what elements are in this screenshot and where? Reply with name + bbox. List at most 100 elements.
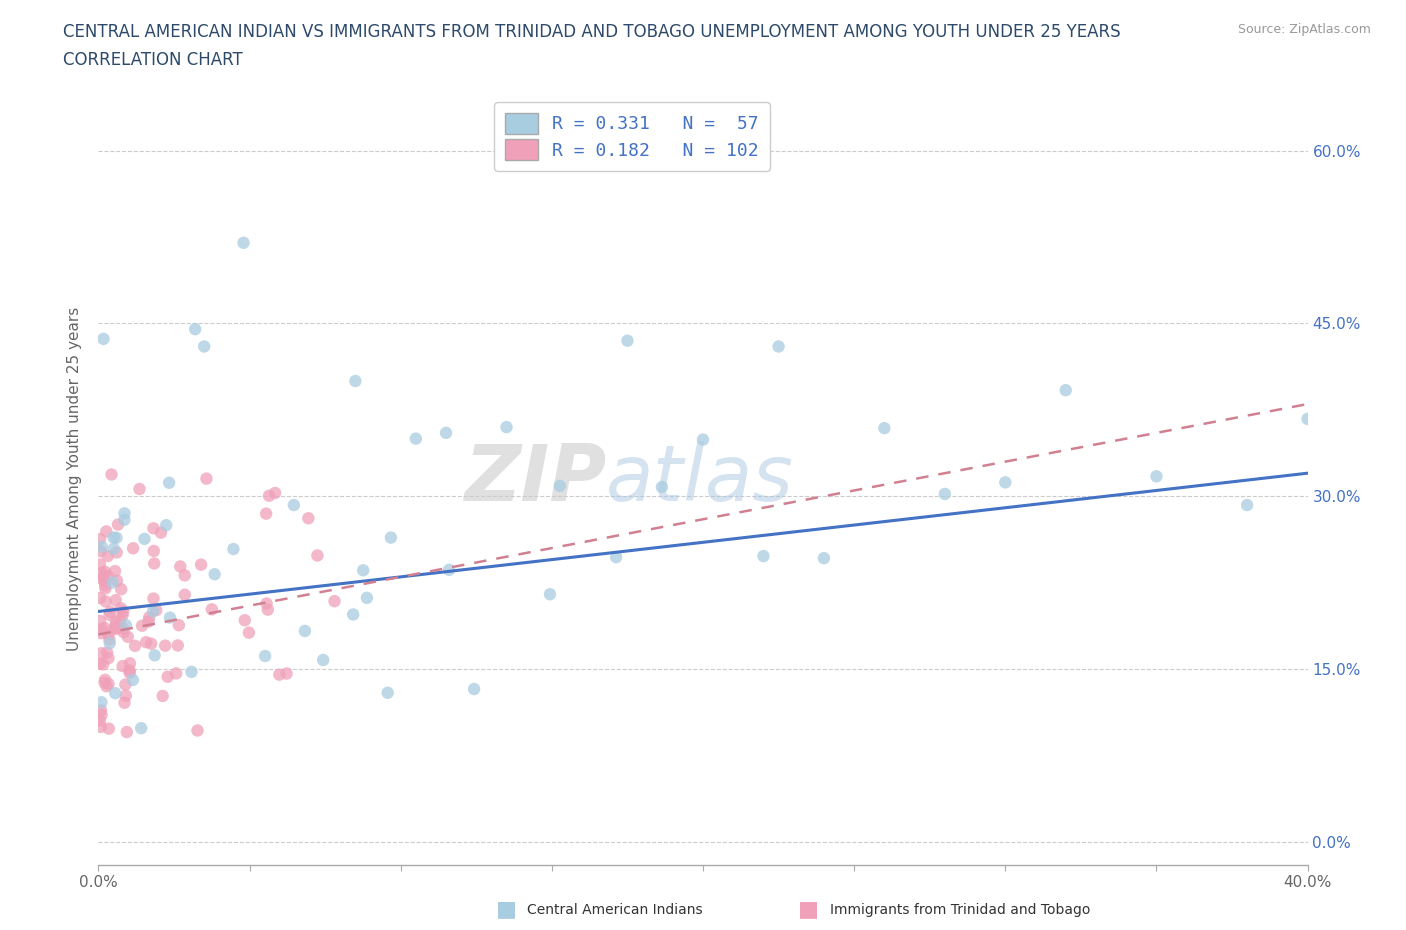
- Point: [294, 623, 316, 638]
- Point: [110, 582, 132, 597]
- Point: [222, 541, 245, 556]
- Point: [90, 695, 112, 710]
- Point: [114, 512, 136, 527]
- Point: [97, 549, 120, 564]
- Point: [934, 486, 956, 501]
- Point: [276, 666, 298, 681]
- Point: [143, 556, 166, 571]
- Point: [97, 627, 120, 642]
- Point: [93, 675, 115, 690]
- Point: [813, 551, 835, 565]
- Point: [98, 604, 121, 619]
- Point: [114, 677, 136, 692]
- Point: [437, 563, 460, 578]
- Point: [111, 658, 134, 673]
- Point: [233, 613, 256, 628]
- Point: [142, 604, 165, 618]
- Point: [89, 532, 111, 547]
- Point: [495, 419, 517, 434]
- Point: [193, 339, 215, 354]
- Point: [91, 539, 114, 554]
- Point: [692, 432, 714, 447]
- Point: [114, 688, 136, 703]
- Point: [380, 530, 402, 545]
- Point: [96, 645, 118, 660]
- Point: [104, 592, 127, 607]
- Point: [98, 636, 121, 651]
- Point: [157, 475, 180, 490]
- Point: [114, 696, 136, 711]
- Point: [90, 626, 112, 641]
- Point: [257, 488, 280, 503]
- Point: [118, 666, 141, 681]
- Point: [98, 632, 121, 647]
- Point: [166, 638, 188, 653]
- Point: [91, 565, 114, 580]
- Point: [131, 618, 153, 633]
- Point: [1236, 498, 1258, 512]
- Point: [149, 525, 172, 540]
- Point: [256, 602, 278, 617]
- Point: [90, 708, 112, 723]
- Point: [90, 703, 112, 718]
- Point: [105, 530, 128, 545]
- Point: [89, 657, 111, 671]
- Point: [605, 550, 627, 565]
- Point: [124, 638, 146, 653]
- Point: [90, 544, 112, 559]
- Point: [105, 573, 128, 588]
- Text: CORRELATION CHART: CORRELATION CHART: [63, 51, 243, 69]
- Point: [122, 672, 145, 687]
- Point: [89, 557, 111, 572]
- Point: [98, 607, 121, 622]
- Point: [101, 575, 124, 590]
- Point: [105, 621, 128, 636]
- Point: [752, 549, 775, 564]
- Point: [104, 618, 127, 633]
- Point: [111, 607, 134, 622]
- Text: ■: ■: [799, 899, 818, 920]
- Point: [114, 618, 136, 632]
- Point: [96, 524, 118, 538]
- Point: [112, 625, 135, 640]
- Point: [377, 685, 399, 700]
- Point: [173, 568, 195, 583]
- Point: [1054, 383, 1077, 398]
- Legend: R = 0.331   N =  57, R = 0.182   N = 102: R = 0.331 N = 57, R = 0.182 N = 102: [495, 102, 769, 171]
- Point: [94, 574, 117, 589]
- Point: [548, 478, 571, 493]
- Point: [873, 420, 896, 435]
- Point: [97, 676, 120, 691]
- Point: [108, 613, 131, 628]
- Point: [167, 618, 190, 632]
- Point: [138, 610, 160, 625]
- Point: [768, 339, 790, 354]
- Point: [96, 679, 118, 694]
- Point: [107, 517, 129, 532]
- Point: [256, 596, 278, 611]
- Point: [117, 630, 139, 644]
- Point: [93, 569, 115, 584]
- Point: [138, 614, 160, 629]
- Point: [616, 333, 638, 348]
- Point: [128, 482, 150, 497]
- Point: [135, 635, 157, 650]
- Point: [94, 581, 117, 596]
- Point: [94, 594, 117, 609]
- Point: [94, 578, 117, 593]
- Point: [114, 506, 136, 521]
- Point: [204, 566, 226, 581]
- Point: [1296, 411, 1319, 426]
- Point: [352, 563, 374, 578]
- Point: [118, 663, 141, 678]
- Point: [90, 720, 112, 735]
- Point: [173, 587, 195, 602]
- Point: [142, 543, 165, 558]
- Point: [93, 331, 115, 346]
- Point: [90, 645, 112, 660]
- Y-axis label: Unemployment Among Youth under 25 years: Unemployment Among Youth under 25 years: [67, 307, 83, 651]
- Point: [186, 724, 208, 738]
- Text: Central American Indians: Central American Indians: [527, 902, 703, 917]
- Point: [141, 636, 163, 651]
- Point: [238, 625, 260, 640]
